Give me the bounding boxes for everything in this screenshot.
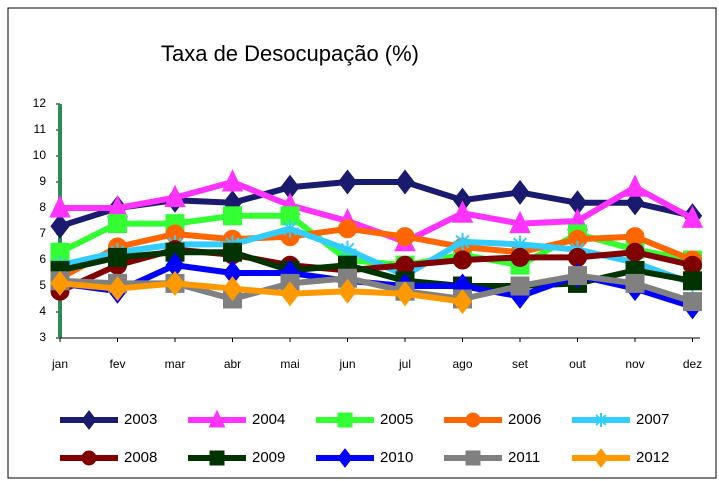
series-line: [59, 249, 694, 289]
x-tick-label: jan: [51, 357, 68, 371]
data-point: [223, 242, 242, 262]
y-tick-label: 7: [39, 226, 46, 240]
series-line: [59, 225, 694, 287]
x-tick-label: nov: [625, 357, 644, 371]
legend-label: 2011: [508, 449, 540, 466]
data-point: [510, 276, 530, 296]
legend-label: 2004: [252, 411, 285, 428]
data-point: [453, 250, 472, 270]
x-tick-label: dez: [683, 357, 702, 371]
legend-marker: [465, 450, 481, 466]
legend-label: 2006: [508, 411, 541, 428]
legend-marker: [81, 450, 97, 466]
data-point: [108, 247, 127, 267]
y-tick-label: 12: [33, 96, 47, 110]
data-point: [338, 219, 357, 239]
data-point: [222, 276, 243, 302]
data-point: [280, 281, 300, 307]
legend-marker: [209, 450, 225, 466]
data-point: [50, 213, 70, 239]
data-point: [683, 292, 702, 312]
data-point: [221, 169, 244, 192]
legend-label: 2008: [124, 449, 157, 466]
x-tick-label: out: [569, 357, 586, 371]
data-point: [451, 200, 474, 223]
legend-label: 2005: [380, 411, 413, 428]
chart-border: [7, 7, 717, 479]
data-point: [625, 242, 645, 262]
y-tick-label: 3: [39, 330, 46, 344]
series-line: [59, 280, 463, 305]
data-point: [50, 270, 70, 296]
data-point: [510, 247, 530, 267]
x-tick-label: mar: [165, 357, 186, 371]
legend-label: 2010: [380, 449, 413, 466]
legend-label: 2007: [636, 411, 669, 428]
data-point: [452, 289, 473, 315]
series-line: [59, 272, 694, 305]
y-tick-label: 5: [39, 278, 46, 292]
data-point: [395, 281, 415, 307]
data-point: [568, 266, 587, 286]
data-point: [683, 271, 702, 291]
legend-label: 2003: [124, 411, 157, 428]
x-tick-label: ago: [452, 357, 472, 371]
y-tick-label: 9: [39, 174, 46, 188]
data-point: [164, 184, 186, 208]
data-point: [337, 169, 358, 195]
data-point: [281, 219, 299, 238]
series-line: [58, 225, 694, 281]
data-point: [338, 240, 357, 259]
y-tick-label: 10: [33, 148, 47, 162]
data-point: [511, 235, 529, 254]
data-point: [509, 210, 531, 234]
data-point: [681, 205, 704, 228]
data-point: [107, 276, 128, 302]
y-tick-label: 4: [39, 304, 46, 318]
legend-marker: [337, 412, 353, 428]
legend-marker: [208, 409, 226, 428]
legend-marker: [593, 448, 609, 468]
data-point: [625, 190, 645, 216]
chart-title: Taxa de Desocupação (%): [161, 41, 419, 66]
legend-label: 2009: [252, 449, 285, 466]
x-tick-label: jul: [398, 357, 411, 371]
data-point: [223, 206, 242, 226]
data-point: [108, 214, 127, 234]
data-point: [49, 195, 71, 218]
x-tick-label: abr: [224, 357, 241, 371]
legend-marker: [465, 412, 481, 428]
x-tick-label: fev: [109, 357, 125, 371]
data-point: [395, 227, 415, 247]
data-point: [337, 278, 358, 304]
legend-marker: [594, 413, 608, 427]
x-tick-label: jun: [338, 357, 355, 371]
legend-marker: [337, 448, 353, 468]
legend-marker: [81, 410, 97, 430]
data-point: [624, 174, 646, 197]
legend-label: 2012: [636, 449, 669, 466]
data-point: [625, 273, 645, 293]
y-tick-label: 6: [39, 252, 46, 266]
y-tick-label: 8: [39, 200, 46, 214]
data-point: [165, 270, 185, 296]
x-tick-label: set: [512, 357, 529, 371]
y-tick-label: 11: [34, 122, 47, 136]
data-point: [395, 169, 415, 195]
x-tick-label: mai: [280, 357, 299, 371]
data-point: [453, 232, 472, 251]
data-point: [510, 179, 530, 205]
